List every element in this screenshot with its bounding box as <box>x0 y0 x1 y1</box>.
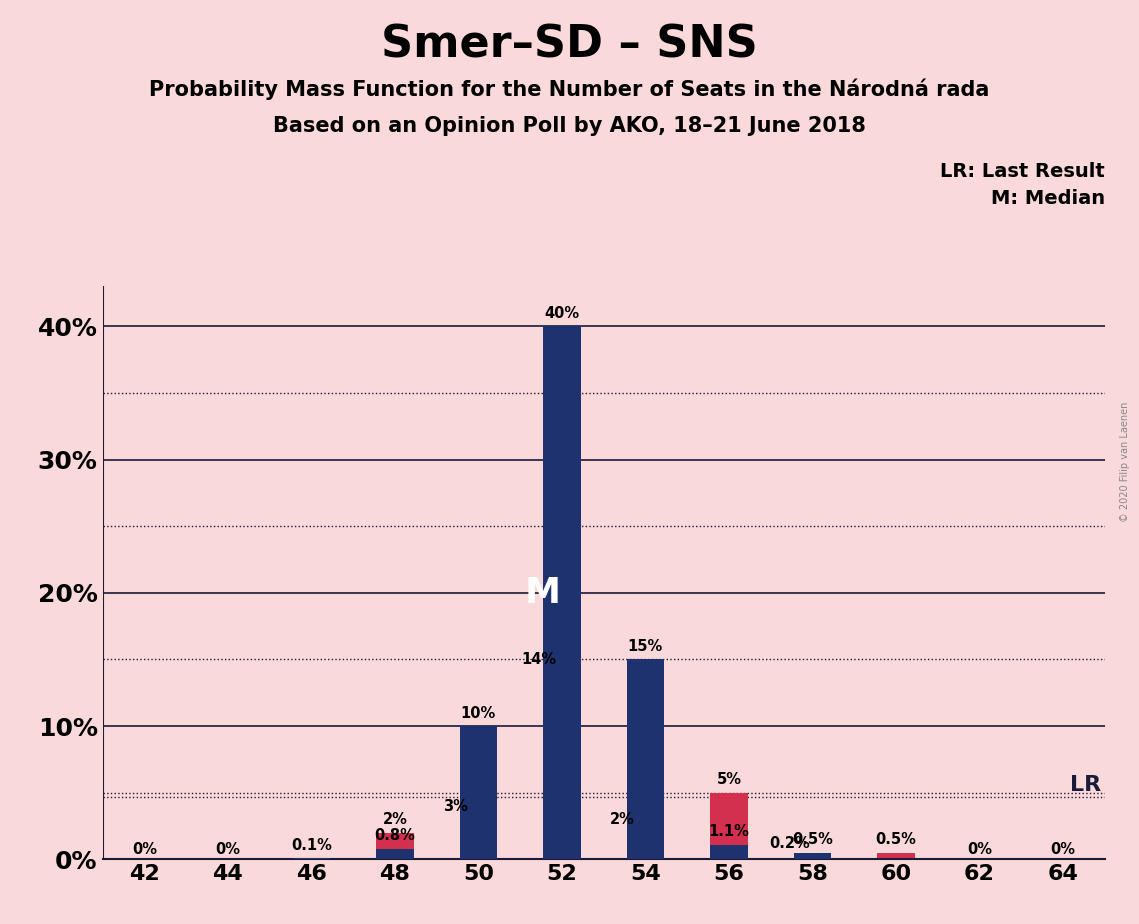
Bar <box>543 326 581 859</box>
Text: © 2020 Filip van Laenen: © 2020 Filip van Laenen <box>1120 402 1130 522</box>
Text: 14%: 14% <box>522 652 557 667</box>
Bar <box>626 833 664 859</box>
Text: 0.1%: 0.1% <box>290 838 331 853</box>
Text: 3%: 3% <box>443 799 468 814</box>
Bar <box>543 673 581 859</box>
Bar <box>710 793 747 859</box>
Bar <box>293 858 330 859</box>
Text: 0%: 0% <box>1050 842 1075 857</box>
Text: 0%: 0% <box>132 842 157 857</box>
Bar <box>794 857 831 859</box>
Text: 0%: 0% <box>967 842 992 857</box>
Text: Based on an Opinion Poll by AKO, 18–21 June 2018: Based on an Opinion Poll by AKO, 18–21 J… <box>273 116 866 136</box>
Text: Smer–SD – SNS: Smer–SD – SNS <box>382 23 757 67</box>
Text: 0.8%: 0.8% <box>375 828 416 844</box>
Text: 2%: 2% <box>611 812 634 827</box>
Bar <box>459 820 497 859</box>
Text: 10%: 10% <box>461 706 495 721</box>
Text: 0.5%: 0.5% <box>876 833 917 847</box>
Bar <box>376 833 413 859</box>
Text: Probability Mass Function for the Number of Seats in the Národná rada: Probability Mass Function for the Number… <box>149 79 990 100</box>
Text: 1.1%: 1.1% <box>708 824 749 839</box>
Text: LR: LR <box>1070 775 1100 796</box>
Text: 5%: 5% <box>716 772 741 787</box>
Text: 0%: 0% <box>215 842 240 857</box>
Bar <box>293 858 330 859</box>
Text: 2%: 2% <box>383 812 408 827</box>
Bar <box>710 845 747 859</box>
Text: M: Median: M: Median <box>991 189 1105 209</box>
Text: 15%: 15% <box>628 639 663 654</box>
Bar <box>877 853 915 859</box>
Bar <box>626 660 664 859</box>
Text: 40%: 40% <box>544 306 580 321</box>
Text: LR: Last Result: LR: Last Result <box>940 162 1105 181</box>
Text: 0.5%: 0.5% <box>792 833 833 847</box>
Text: M: M <box>525 576 562 610</box>
Text: 0.2%: 0.2% <box>769 836 810 851</box>
Bar <box>376 848 413 859</box>
Bar <box>459 726 497 859</box>
Bar <box>794 853 831 859</box>
